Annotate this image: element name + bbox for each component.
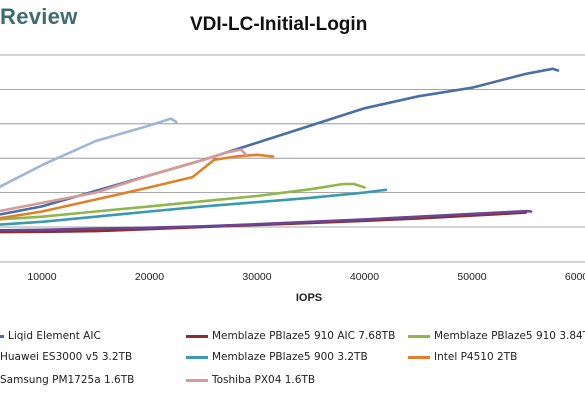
- series-line-0: [0, 67, 560, 216]
- x-tick-label: 10000: [27, 271, 56, 283]
- series-line-3: [0, 209, 533, 232]
- legend-item-memblaze-910-aic: Memblaze PBlaze5 910 AIC 7.68TB: [186, 328, 395, 344]
- legend-item-memblaze-900: Memblaze PBlaze5 900 3.2TB: [186, 349, 368, 365]
- series-line-6: [0, 117, 178, 189]
- series-lines: [0, 67, 560, 234]
- x-tick-label: 20000: [135, 271, 164, 283]
- legend-label: Memblaze PBlaze5 900 3.2TB: [212, 351, 368, 363]
- legend-item-memblaze-910-384: Memblaze PBlaze5 910 3.84TB: [408, 328, 585, 344]
- legend-label: Intel P4510 2TB: [434, 351, 518, 363]
- legend-swatch: [186, 334, 208, 338]
- legend-item-liqid-element-aic: Liqid Element AIC: [0, 328, 101, 344]
- legend-item-huawei-es3000: Huawei ES3000 v5 3.2TB: [0, 349, 132, 365]
- legend-swatch: [408, 355, 430, 359]
- chart-plot-area: 10000 20000 30000 40000 50000 60000 IOPS: [0, 54, 585, 304]
- legend-swatch: [0, 334, 4, 338]
- x-axis-label: IOPS: [296, 292, 322, 304]
- x-tick-label: 50000: [457, 271, 486, 283]
- x-tick-label: 60000: [565, 271, 585, 283]
- legend: Liqid Element AIC Memblaze PBlaze5 910 A…: [0, 322, 585, 401]
- legend-swatch: [186, 355, 208, 359]
- brand-logo-text: Review: [0, 4, 78, 29]
- legend-label: Samsung PM1725a 1.6TB: [0, 374, 135, 386]
- series-line-4: [0, 188, 388, 226]
- series-line-2: [0, 182, 366, 221]
- legend-label: Memblaze PBlaze5 910 3.84TB: [434, 330, 585, 342]
- legend-label: Huawei ES3000 v5 3.2TB: [0, 351, 133, 363]
- x-tick-label: 40000: [350, 271, 379, 283]
- series-line-7: [0, 148, 248, 213]
- legend-label: Memblaze PBlaze5 910 AIC 7.68TB: [212, 330, 396, 342]
- series-line-5: [0, 153, 275, 220]
- chart-title: VDI-LC-Initial-Login: [190, 14, 368, 35]
- legend-label: Toshiba PX04 1.6TB: [212, 374, 316, 386]
- x-tick-label: 30000: [242, 271, 271, 283]
- legend-label: Liqid Element AIC: [8, 330, 101, 342]
- legend-swatch: [408, 334, 430, 338]
- legend-item-toshiba-px04: Toshiba PX04 1.6TB: [186, 372, 315, 388]
- legend-item-samsung-pm1725a: Samsung PM1725a 1.6TB: [0, 372, 134, 388]
- legend-item-intel-p4510: Intel P4510 2TB: [408, 349, 517, 365]
- legend-swatch: [186, 378, 208, 382]
- x-tick-labels: 10000 20000 30000 40000 50000 60000: [27, 271, 585, 283]
